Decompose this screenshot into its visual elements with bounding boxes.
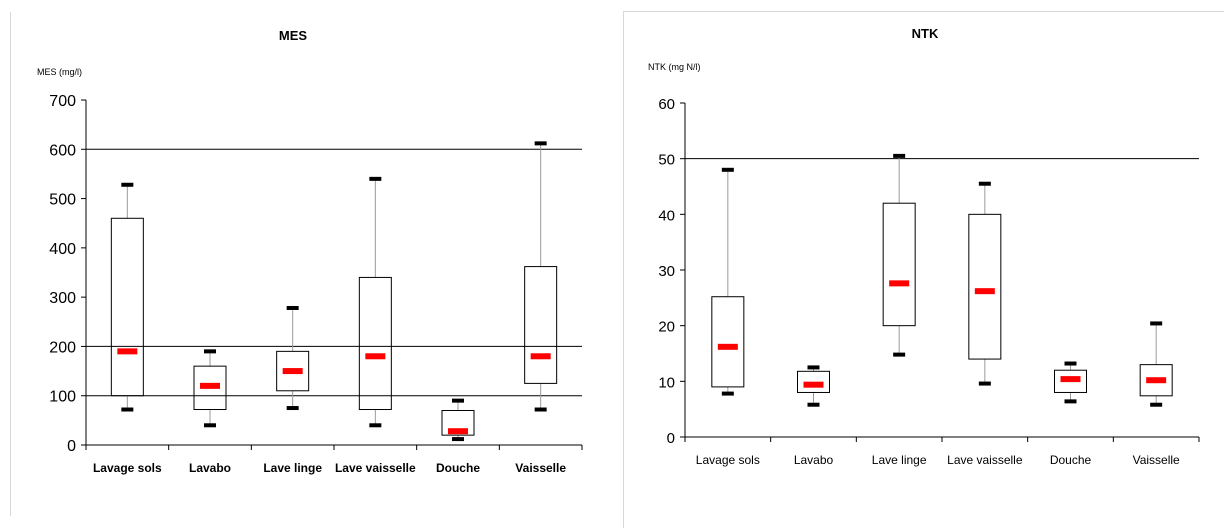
box-iqr: [276, 350, 310, 392]
x-category-label: Lave vaisselle: [947, 453, 1023, 467]
max-marker: [893, 153, 906, 158]
y-tick-label: 50: [658, 152, 675, 169]
median-marker: [530, 353, 551, 360]
min-marker: [893, 352, 906, 357]
y-tick-label: 500: [49, 192, 76, 209]
y-tick-label: 600: [49, 142, 76, 159]
chart-title: MES: [279, 28, 308, 43]
box-iqr: [797, 370, 830, 393]
max-marker: [369, 176, 382, 181]
mes-chart-panel: MES MES (mg/l) 0 100 200 300 400 500 600 700 Lavag…: [37, 28, 583, 475]
max-marker: [1064, 361, 1077, 366]
y-tick-label: 30: [658, 263, 675, 280]
min-marker: [1150, 402, 1163, 407]
median-marker: [803, 381, 824, 388]
left-border-line: [10, 12, 11, 516]
max-marker: [286, 305, 299, 310]
panel-divider-line: [623, 12, 624, 528]
y-axis-label: NTK (mg N/l): [648, 62, 701, 72]
min-marker: [721, 391, 734, 396]
x-category-label: Lave linge: [872, 453, 927, 467]
min-marker: [121, 407, 134, 412]
max-marker: [721, 167, 734, 172]
ntk-chart: NTK NTK (mg N/l) 0 10 20 30 40 50 60 Lavage sols L…: [648, 26, 1200, 467]
top-border-line-right: [623, 11, 1224, 12]
x-category-label: Douche: [1050, 453, 1092, 467]
y-tick-label: 0: [67, 438, 76, 455]
box-iqr: [882, 202, 916, 327]
min-marker: [534, 407, 547, 412]
max-marker: [1150, 321, 1163, 326]
median-marker: [200, 382, 220, 389]
y-tick-label: 200: [49, 339, 76, 356]
median-marker: [282, 368, 303, 375]
min-marker: [807, 402, 820, 407]
chart-title: NTK: [912, 26, 939, 41]
median-marker: [1146, 377, 1167, 384]
ntk-chart-panel: NTK NTK (mg N/l) 0 10 20 30 40 50 60 Lavage sols L…: [612, 0, 1224, 528]
x-category-label: Lave linge: [263, 461, 322, 475]
max-marker: [534, 141, 547, 146]
max-marker: [121, 182, 134, 187]
y-tick-label: 40: [658, 207, 675, 224]
x-category-label: Lavabo: [189, 461, 231, 475]
max-marker: [204, 349, 216, 354]
box-iqr: [358, 276, 392, 411]
box-iqr: [1139, 364, 1173, 397]
y-tick-label: 10: [658, 374, 675, 391]
median-marker: [717, 343, 738, 350]
median-marker: [117, 348, 138, 355]
x-category-label: Lavage sols: [696, 453, 760, 467]
median-marker: [448, 428, 468, 435]
box-iqr: [524, 266, 558, 384]
y-tick-label: 700: [49, 93, 76, 110]
min-marker: [978, 381, 991, 386]
box-iqr: [110, 217, 144, 397]
min-marker: [369, 423, 382, 428]
y-tick-label: 0: [667, 430, 675, 447]
x-category-label: Vaisselle: [1133, 453, 1180, 467]
x-category-label: Lavage sols: [93, 461, 162, 475]
box-iqr: [711, 296, 745, 388]
y-tick-label: 100: [49, 389, 76, 406]
x-category-label: Douche: [436, 461, 480, 475]
y-tick-label: 400: [49, 241, 76, 258]
median-marker: [974, 288, 995, 295]
box-iqr: [193, 365, 227, 411]
median-marker: [365, 353, 386, 360]
max-marker: [807, 365, 820, 370]
median-marker: [1060, 376, 1081, 383]
box-iqr: [968, 213, 1002, 360]
x-category-label: Lavabo: [794, 453, 834, 467]
mes-chart: MES MES (mg/l) 0 100 200 300 400 500 600 700 Lavag…: [37, 28, 583, 475]
x-category-label: Vaisselle: [515, 461, 566, 475]
max-marker: [452, 398, 464, 403]
min-marker: [204, 423, 216, 428]
min-marker: [286, 406, 299, 411]
median-marker: [889, 280, 910, 287]
y-tick-label: 300: [49, 290, 76, 307]
min-marker: [452, 437, 464, 442]
max-marker: [978, 181, 991, 186]
y-tick-label: 60: [658, 96, 675, 113]
y-axis-label: MES (mg/l): [37, 67, 82, 77]
box-iqr: [1054, 369, 1087, 393]
min-marker: [1064, 399, 1077, 404]
box-iqr: [441, 410, 475, 436]
y-tick-label: 20: [658, 319, 675, 336]
x-category-label: Lave vaisselle: [335, 461, 416, 475]
